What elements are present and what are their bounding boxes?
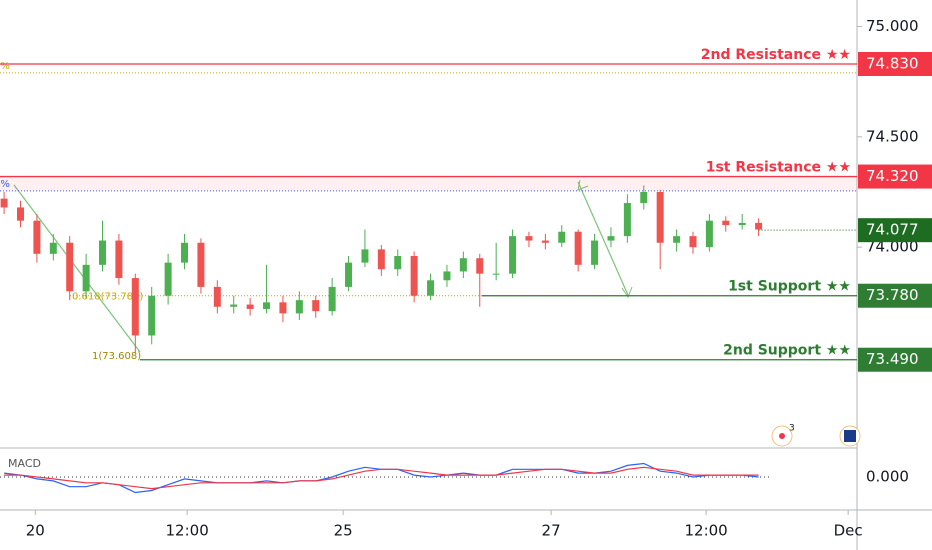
macd-title: MACD	[8, 457, 41, 470]
candle-body	[377, 249, 385, 270]
candle-body	[148, 295, 156, 336]
current-price-box	[858, 218, 932, 243]
candle-body	[131, 278, 139, 336]
candle-body	[541, 240, 549, 243]
candle-body	[443, 271, 451, 281]
candle-body	[115, 240, 123, 279]
level-price: 74.320	[866, 167, 919, 185]
x-tick-label: Dec	[834, 522, 863, 540]
fib-label: 0.618(73.780)	[72, 292, 144, 303]
candle-body	[640, 192, 648, 204]
y-tick-label: 75.000	[866, 17, 919, 35]
level-name: 2nd Resistance ★★	[701, 47, 851, 63]
candle-body	[312, 300, 320, 312]
y-tick-label: 74.500	[866, 127, 919, 145]
candle-body	[230, 304, 238, 307]
pattern-leg	[13, 184, 141, 353]
level-price: 74.830	[866, 55, 919, 73]
candle-body	[558, 231, 566, 243]
level-name: 1st Support ★★	[728, 279, 851, 295]
candle-body	[738, 222, 746, 226]
candle-body	[705, 220, 713, 248]
level-price: 73.780	[866, 286, 919, 304]
candle-body	[0, 198, 8, 208]
candle-body	[574, 231, 582, 265]
candle-body	[656, 192, 664, 243]
candle-body	[394, 256, 402, 270]
level-price-box	[858, 164, 932, 189]
event-dot	[779, 433, 785, 439]
candle-body	[459, 258, 467, 272]
candle-body	[197, 242, 205, 287]
candle-body	[295, 300, 303, 314]
arrow-head	[621, 286, 633, 299]
arrow-head	[577, 179, 589, 191]
resistance-zone	[0, 176, 857, 191]
candle-body	[361, 249, 369, 263]
candle-body	[410, 256, 418, 296]
candle-body	[492, 273, 500, 275]
candle-body	[66, 242, 74, 292]
candle-body	[476, 258, 484, 274]
candle-body	[181, 242, 189, 263]
candle-body	[509, 236, 517, 274]
fib-label: 0%	[0, 61, 10, 72]
level-price-box	[858, 283, 932, 308]
candle-body	[164, 262, 172, 296]
fib-label: 1(73.608)	[92, 351, 141, 362]
candle-body	[607, 236, 615, 241]
candle-body	[49, 242, 57, 254]
current-price: 74.077	[866, 221, 919, 239]
candle-body	[755, 222, 763, 230]
flag	[844, 430, 856, 442]
x-tick-label: 20	[26, 522, 45, 540]
level-price-box	[858, 52, 932, 76]
candle-body	[427, 280, 435, 296]
candle-body	[213, 286, 221, 307]
candle-body	[525, 236, 533, 241]
fib-label: 0%	[0, 179, 10, 190]
candle-body	[722, 220, 730, 226]
candle-body	[246, 304, 254, 309]
candle-body	[99, 240, 107, 265]
candle-body	[689, 236, 697, 248]
candle-body	[263, 302, 271, 309]
x-tick-label: 12:00	[684, 522, 727, 540]
level-name: 2nd Support ★★	[723, 343, 851, 359]
candle-body	[82, 264, 90, 292]
candle-body	[673, 236, 681, 243]
level-price-box	[858, 347, 932, 372]
candle-body	[17, 207, 25, 221]
candle-body	[279, 302, 287, 314]
x-tick-label: 12:00	[166, 522, 209, 540]
candle-body	[33, 220, 41, 254]
pattern-leg	[577, 181, 629, 296]
candle-body	[345, 262, 353, 287]
candle-body	[623, 203, 631, 237]
candle-body	[328, 286, 336, 312]
candle-body	[591, 240, 599, 265]
macd-line	[4, 466, 759, 490]
event-count: 3	[789, 424, 795, 434]
y2-tick-label: 0.000	[866, 468, 909, 486]
level-price: 73.490	[866, 350, 919, 368]
x-tick-label: 27	[542, 522, 561, 540]
x-tick-label: 25	[334, 522, 353, 540]
level-name: 1st Resistance ★★	[706, 160, 851, 176]
